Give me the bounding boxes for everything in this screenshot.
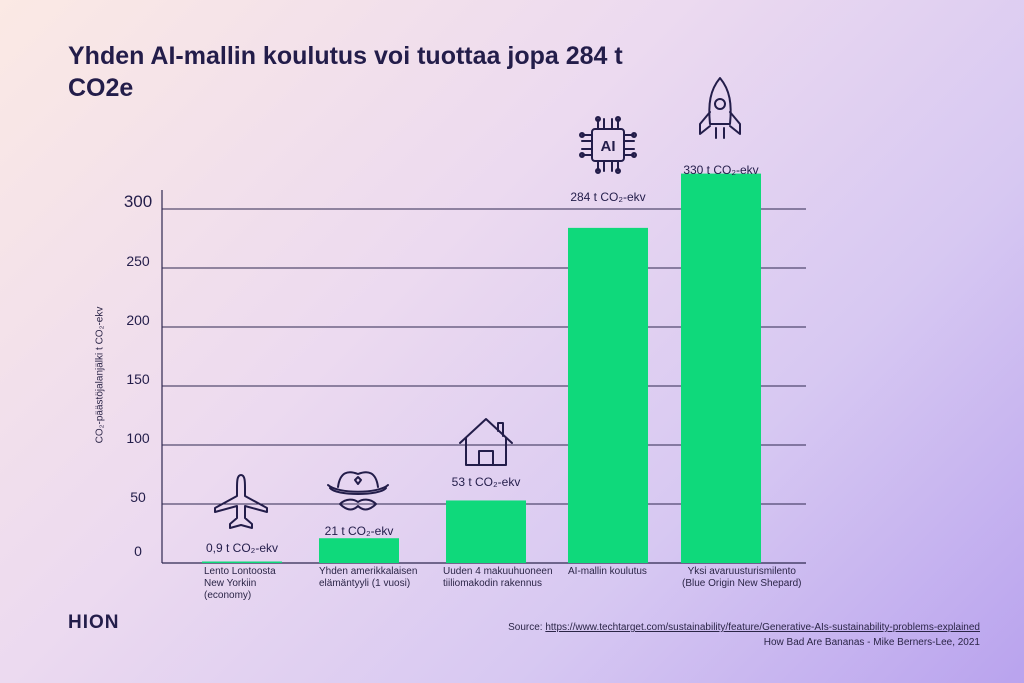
y-tick-label-300: 300	[124, 192, 152, 211]
category-label-line: Uuden 4 makuuhuoneen	[443, 566, 553, 577]
category-label-2: Uuden 4 makuuhuoneen tiiliomakodin rakenn…	[443, 566, 553, 590]
page-title: Yhden AI-mallin koulutus voi tuottaa jop…	[68, 42, 623, 102]
category-label-line: elämäntyyli (1 vuosi)	[319, 578, 411, 589]
bar-4	[681, 173, 761, 563]
bar-2	[446, 500, 526, 563]
y-tick-label-150: 150	[126, 371, 150, 387]
ai-chip-icon: AI	[579, 116, 637, 174]
bar-0	[202, 561, 282, 563]
value-label-3: 284 t CO₂-ekv	[570, 190, 645, 204]
y-tick-label-200: 200	[126, 312, 150, 328]
bar-1	[319, 538, 399, 563]
value-label-4: 330 t CO₂-ekv	[683, 163, 758, 177]
airplane-icon	[214, 474, 268, 529]
brand-logo: HION	[68, 612, 120, 633]
value-label-2: 53 t CO₂-ekv	[452, 475, 521, 489]
category-label-line: (Blue Origin New Shepard)	[682, 578, 802, 589]
category-label-line: Yksi avaruusturismilento	[687, 566, 796, 577]
category-label-0: Lento Lontoosta New Yorkiin (economy)	[204, 566, 276, 602]
category-label-line: AI-mallin koulutus	[568, 566, 647, 577]
y-tick-label-250: 250	[126, 253, 150, 269]
category-label-4: Yksi avaruusturismilento (Blue Origin New…	[682, 566, 802, 590]
bar-3	[568, 227, 648, 563]
house-icon	[459, 418, 513, 466]
value-label-1: 21 t CO₂-ekv	[325, 524, 394, 538]
source-note: Source: https://www.techtarget.com/susta…	[508, 620, 980, 650]
value-label-0: 0,9 t CO₂-ekv	[206, 541, 278, 555]
source-prefix: Source:	[508, 622, 546, 633]
category-label-1: Yhden amerikkalaisen elämäntyyli (1 vuosi…	[319, 566, 417, 590]
y-tick-label-50: 50	[130, 489, 146, 505]
source-link[interactable]: https://www.techtarget.com/sustainabilit…	[545, 622, 980, 633]
cowboy-hat-icon	[327, 471, 389, 511]
category-label-line: Lento Lontoosta	[204, 566, 276, 577]
category-label-3: AI-mallin koulutus	[568, 566, 647, 578]
rocket-icon	[699, 77, 741, 139]
category-label-line: New Yorkiin	[204, 578, 257, 589]
category-label-line: (economy)	[204, 590, 252, 601]
y-tick-label-0: 0	[134, 543, 142, 559]
ai-chip-label: AI	[601, 138, 616, 155]
y-tick-label-100: 100	[126, 430, 150, 446]
source-credit: How Bad Are Bananas - Mike Berners-Lee, …	[763, 637, 980, 648]
category-label-line: Yhden amerikkalaisen	[319, 566, 418, 577]
category-label-line: tiiliomakodin rakennus	[443, 578, 542, 589]
